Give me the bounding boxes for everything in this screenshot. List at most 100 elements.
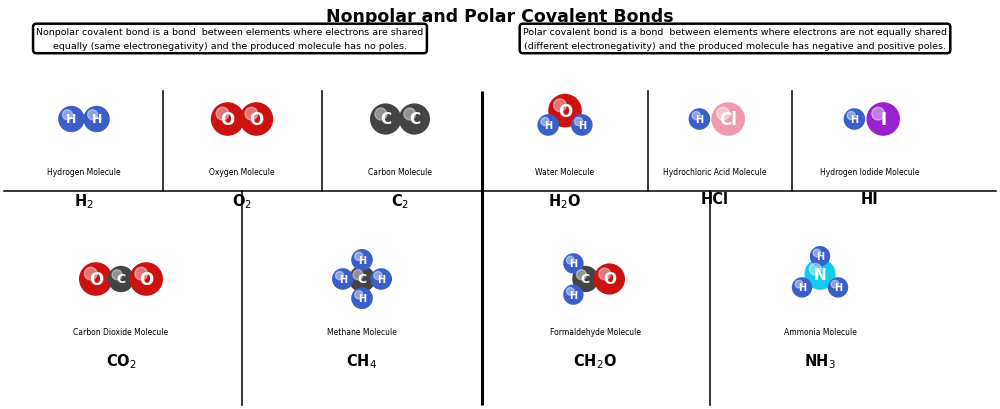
Text: H: H bbox=[91, 113, 102, 126]
Text: O: O bbox=[558, 102, 572, 120]
Text: C$_2$: C$_2$ bbox=[391, 191, 409, 210]
Circle shape bbox=[689, 109, 710, 130]
Circle shape bbox=[795, 281, 803, 288]
Circle shape bbox=[374, 272, 382, 280]
Circle shape bbox=[828, 278, 848, 298]
Circle shape bbox=[692, 112, 700, 120]
Text: C: C bbox=[409, 112, 420, 127]
Circle shape bbox=[537, 115, 559, 137]
Circle shape bbox=[847, 112, 855, 120]
Text: H: H bbox=[358, 255, 366, 265]
Text: H: H bbox=[66, 113, 77, 126]
Circle shape bbox=[245, 108, 258, 121]
Text: C: C bbox=[116, 273, 126, 286]
Text: Oxygen Molecule: Oxygen Molecule bbox=[209, 168, 275, 177]
Circle shape bbox=[599, 268, 611, 280]
Circle shape bbox=[810, 246, 830, 267]
Circle shape bbox=[399, 104, 430, 135]
Text: H$_2$: H$_2$ bbox=[74, 191, 94, 210]
Circle shape bbox=[349, 266, 375, 292]
Circle shape bbox=[355, 291, 363, 299]
Circle shape bbox=[404, 109, 416, 121]
Circle shape bbox=[351, 249, 373, 271]
Text: H: H bbox=[834, 283, 842, 293]
Text: Formaldehyde Molecule: Formaldehyde Molecule bbox=[550, 327, 640, 336]
Circle shape bbox=[844, 109, 865, 130]
Text: H: H bbox=[544, 121, 552, 131]
Text: H: H bbox=[695, 115, 703, 125]
Circle shape bbox=[594, 264, 625, 295]
Text: Hydrochloric Acid Molecule: Hydrochloric Acid Molecule bbox=[663, 168, 767, 177]
Text: CO$_2$: CO$_2$ bbox=[106, 351, 136, 370]
Circle shape bbox=[240, 103, 273, 137]
Text: O$_2$: O$_2$ bbox=[232, 191, 252, 210]
Text: H: H bbox=[339, 274, 347, 284]
Circle shape bbox=[108, 266, 134, 292]
Circle shape bbox=[792, 278, 812, 298]
Text: Hydrogen Molecule: Hydrogen Molecule bbox=[47, 168, 121, 177]
Circle shape bbox=[370, 269, 392, 290]
Text: H: H bbox=[358, 294, 366, 303]
Circle shape bbox=[375, 109, 387, 121]
Circle shape bbox=[353, 270, 363, 280]
Text: O: O bbox=[249, 111, 264, 129]
Text: Water Molecule: Water Molecule bbox=[535, 168, 595, 177]
Circle shape bbox=[566, 256, 574, 264]
Circle shape bbox=[566, 288, 574, 295]
Circle shape bbox=[370, 104, 401, 135]
Text: HCl: HCl bbox=[701, 191, 729, 207]
Text: Polar covalent bond is a bond  between elements where electrons are not equally : Polar covalent bond is a bond between el… bbox=[523, 28, 947, 51]
Circle shape bbox=[574, 118, 583, 126]
Text: O: O bbox=[603, 272, 616, 287]
Circle shape bbox=[83, 106, 110, 133]
Circle shape bbox=[563, 254, 584, 274]
Circle shape bbox=[804, 259, 836, 290]
Circle shape bbox=[335, 272, 344, 280]
Text: CH$_2$O: CH$_2$O bbox=[573, 351, 617, 370]
Text: H: H bbox=[569, 290, 577, 300]
Text: O: O bbox=[139, 270, 153, 288]
Circle shape bbox=[79, 263, 113, 296]
Circle shape bbox=[216, 108, 229, 121]
Text: O: O bbox=[89, 270, 103, 288]
Text: NH$_3$: NH$_3$ bbox=[804, 351, 836, 370]
Circle shape bbox=[711, 103, 745, 137]
Circle shape bbox=[332, 269, 354, 290]
Text: H: H bbox=[578, 121, 586, 131]
Text: C: C bbox=[581, 273, 590, 286]
Circle shape bbox=[355, 253, 363, 261]
Text: N: N bbox=[814, 267, 826, 282]
Text: Carbon Dioxide Molecule: Carbon Dioxide Molecule bbox=[73, 327, 169, 336]
Circle shape bbox=[572, 266, 599, 292]
Circle shape bbox=[809, 264, 821, 276]
Text: Methane Molecule: Methane Molecule bbox=[327, 327, 397, 336]
Text: Nonpolar and Polar Covalent Bonds: Nonpolar and Polar Covalent Bonds bbox=[326, 8, 674, 26]
Circle shape bbox=[548, 94, 582, 128]
Circle shape bbox=[351, 288, 373, 309]
Circle shape bbox=[866, 103, 900, 137]
Circle shape bbox=[554, 100, 566, 112]
Circle shape bbox=[62, 110, 72, 121]
Text: H: H bbox=[850, 115, 858, 125]
Circle shape bbox=[717, 108, 730, 121]
Text: C: C bbox=[380, 112, 391, 127]
Circle shape bbox=[129, 263, 163, 296]
Circle shape bbox=[831, 281, 839, 288]
Circle shape bbox=[541, 118, 549, 126]
Circle shape bbox=[211, 103, 244, 137]
Circle shape bbox=[576, 270, 586, 280]
Text: Hydrogen Iodide Molecule: Hydrogen Iodide Molecule bbox=[820, 168, 920, 177]
Text: I: I bbox=[880, 111, 886, 129]
Text: H: H bbox=[569, 259, 577, 269]
Circle shape bbox=[58, 106, 85, 133]
Text: Cl: Cl bbox=[719, 111, 737, 129]
Circle shape bbox=[135, 267, 148, 280]
Text: Nonpolar covalent bond is a bond  between elements where electrons are shared
eq: Nonpolar covalent bond is a bond between… bbox=[36, 28, 424, 51]
Text: H: H bbox=[798, 283, 806, 293]
Circle shape bbox=[813, 249, 821, 257]
Circle shape bbox=[571, 115, 593, 137]
Text: H: H bbox=[816, 252, 824, 262]
Text: CH$_4$: CH$_4$ bbox=[346, 351, 378, 370]
Circle shape bbox=[112, 270, 122, 280]
Circle shape bbox=[84, 267, 97, 280]
